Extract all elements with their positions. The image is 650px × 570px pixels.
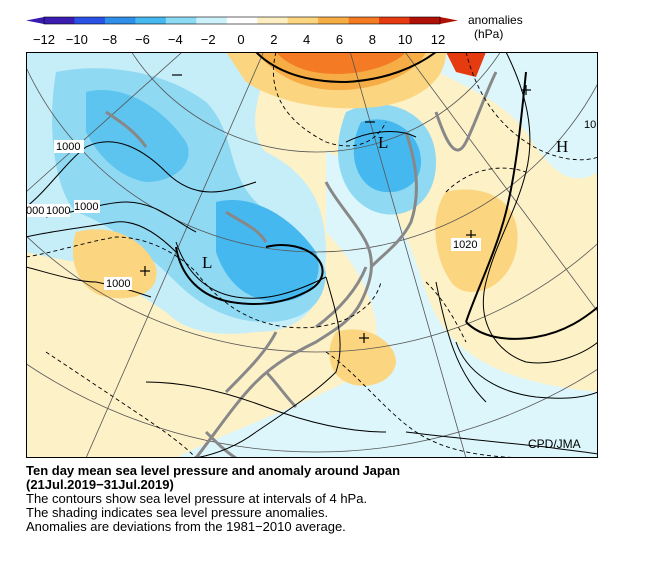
zero-anomaly-lines (26, 52, 598, 458)
contour-label-1000-c: 1000 (74, 201, 98, 213)
colorbar-tick-label: 2 (270, 32, 277, 47)
colorbar-segment (409, 17, 441, 24)
colorbar-outline (43, 16, 441, 25)
colorbar-tick-label: 10 (398, 32, 412, 47)
contour-label-1000-b: 1000 (46, 205, 70, 217)
anomaly-plus2-west (72, 229, 157, 299)
contour-label-10: 10 (584, 119, 596, 131)
caption-line2: The shading indicates sea level pressure… (26, 505, 329, 520)
anomaly-colorbar: −12 −10 −8 −6 −4 −2 0 2 4 6 8 10 12 (26, 16, 458, 47)
colorbar-tick-label: −2 (201, 32, 216, 47)
credit-label: CPD/JMA (528, 437, 581, 451)
colorbar-segment (74, 17, 106, 24)
contour-label-1000-a: 1000 (56, 141, 80, 153)
contour-label-000: 000 (26, 205, 44, 217)
low-center-continent: L (202, 253, 212, 272)
colorbar-segment (196, 17, 228, 24)
negative-anomaly-northeast (406, 52, 598, 179)
colorbar-tick-label: 0 (237, 32, 244, 47)
colorbar-segment (226, 17, 258, 24)
anomaly-plus2-south (329, 329, 396, 386)
colorbar-segment (104, 17, 136, 24)
colorbar-segment (379, 17, 411, 24)
anomaly-minus6-center (216, 200, 319, 302)
isobars (26, 52, 598, 458)
colorbar-segment (318, 17, 350, 24)
graticule (26, 52, 598, 458)
contour-labels: 1000 000 1000 1000 1000 1020 10 (26, 119, 596, 290)
colorbar-tick-label: −12 (33, 32, 55, 47)
colorbar-segment (348, 17, 380, 24)
contour-label-1020: 1020 (453, 239, 477, 251)
minus-markers (172, 74, 375, 123)
pressure-centers: L L H (202, 133, 568, 272)
caption-title-line1: Ten day mean sea level pressure and anom… (26, 463, 401, 478)
caption-line3: Anomalies are deviations from the 1981−2… (26, 519, 346, 534)
colorbar-tick-label: −4 (168, 32, 183, 47)
colorbar-tick-label: 4 (303, 32, 310, 47)
pressure-anomaly-map: 1000 000 1000 1000 1000 1020 10 L L H (26, 52, 598, 458)
caption-line1: The contours show sea level pressure at … (26, 491, 368, 506)
colorbar-tick-label: −10 (66, 32, 88, 47)
colorbar-segment (44, 17, 75, 24)
coastlines (105, 71, 498, 458)
colorbar-right-arrow (440, 17, 458, 24)
plus-markers (140, 85, 531, 343)
colorbar-segment (135, 17, 167, 24)
colorbar-segment (287, 17, 319, 24)
colorbar-unit: (hPa) (474, 27, 504, 41)
colorbar-left-arrow (26, 17, 44, 24)
caption: Ten day mean sea level pressure and anom… (26, 464, 626, 534)
colorbar-label: anomalies (468, 13, 523, 27)
high-center-pacific: H (556, 137, 568, 156)
map-frame (26, 52, 598, 458)
low-center-east: L (378, 133, 388, 152)
colorbar-segment (257, 17, 289, 24)
colorbar-tick-label: −6 (135, 32, 150, 47)
colorbar-tick-label: 8 (369, 32, 376, 47)
colorbar-tick-label: 6 (336, 32, 343, 47)
bold-isobars (175, 52, 598, 340)
negative-anomaly-east (176, 152, 598, 458)
contour-label-1000-d: 1000 (106, 278, 130, 290)
colorbar-tick-label: −8 (102, 32, 117, 47)
caption-title-line2: (21Jul.2019−31Jul.2019) (26, 477, 174, 492)
anomaly-plus10-north (446, 52, 486, 77)
anomaly-minus6-east (353, 119, 421, 193)
colorbar-tick-label: 12 (431, 32, 445, 47)
colorbar-segment (165, 17, 197, 24)
anomaly-plus8-north (276, 52, 406, 74)
